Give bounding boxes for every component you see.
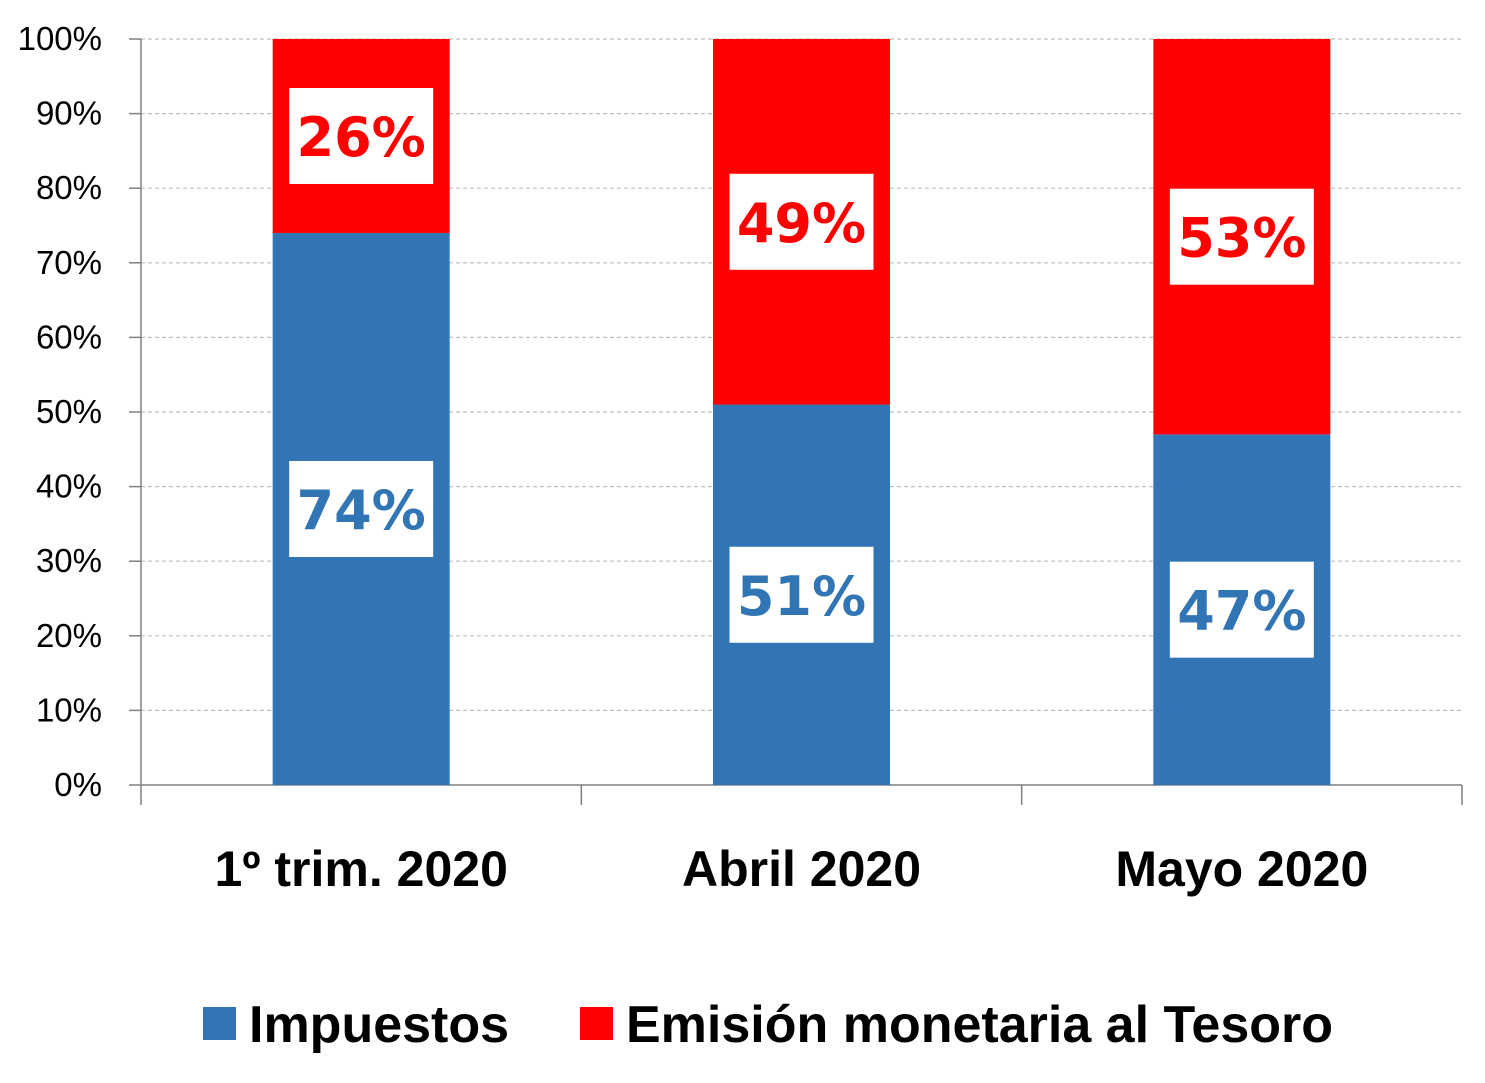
y-tick-label: 0% bbox=[54, 766, 102, 803]
x-category-label: 1º trim. 2020 bbox=[214, 841, 507, 897]
y-tick-label: 30% bbox=[36, 542, 102, 579]
y-tick-label: 50% bbox=[36, 393, 102, 430]
legend-item-emision: Emisión monetaria al Tesoro bbox=[626, 996, 1333, 1054]
legend-swatch bbox=[580, 1007, 613, 1040]
y-tick-label: 100% bbox=[18, 20, 102, 57]
data-label: 51% bbox=[737, 565, 866, 628]
y-tick-label: 20% bbox=[36, 617, 102, 654]
data-label: 47% bbox=[1177, 580, 1306, 643]
data-label: 26% bbox=[297, 106, 426, 169]
data-label-box bbox=[729, 173, 874, 270]
y-tick-label: 40% bbox=[36, 468, 102, 505]
x-category-label: Mayo 2020 bbox=[1115, 841, 1368, 897]
y-tick-label: 70% bbox=[36, 244, 102, 281]
legend-item-impuestos: Impuestos bbox=[249, 996, 509, 1054]
data-labels: 74% 26% 51% 49% 47% 53% bbox=[289, 87, 1314, 658]
y-tick-label: 90% bbox=[36, 95, 102, 132]
axes: 0% 10% 20% 30% 40% 50% 60% 70% 80% 90% 100% 1º trim… bbox=[18, 20, 1463, 897]
data-label: 49% bbox=[737, 192, 866, 255]
data-label-box bbox=[729, 546, 874, 643]
y-tick-label: 80% bbox=[36, 169, 102, 206]
x-category-label: Abril 2020 bbox=[682, 841, 921, 897]
data-label-box bbox=[289, 87, 434, 184]
data-label: 53% bbox=[1177, 207, 1306, 270]
legend: Impuestos Emisión monetaria al Tesoro bbox=[203, 996, 1333, 1054]
y-tick-label: 10% bbox=[36, 691, 102, 728]
y-tick-label: 60% bbox=[36, 318, 102, 355]
legend-swatch bbox=[203, 1007, 236, 1040]
data-label-box bbox=[289, 460, 434, 557]
data-label-box bbox=[1169, 188, 1314, 285]
data-label-box bbox=[1169, 561, 1314, 658]
data-label: 74% bbox=[297, 479, 426, 542]
